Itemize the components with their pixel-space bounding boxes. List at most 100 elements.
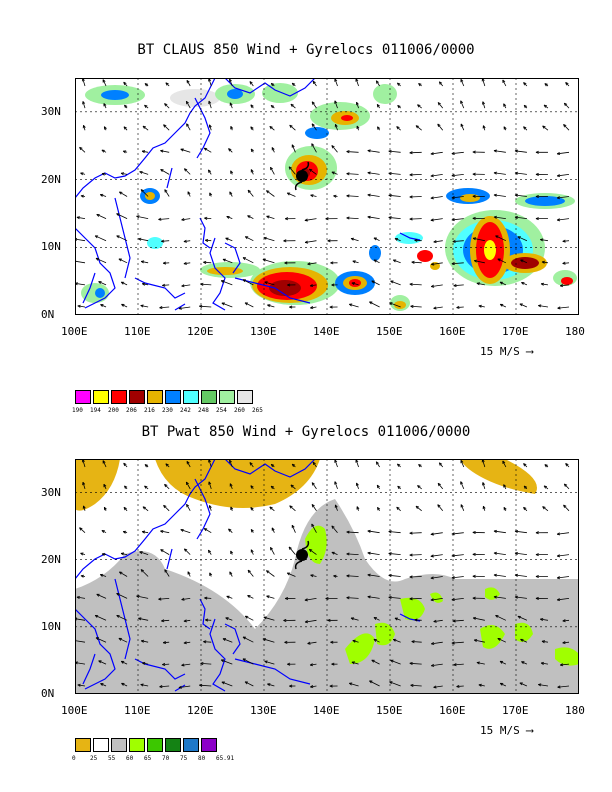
wind-vector-head — [120, 172, 125, 176]
wind-vector-head — [514, 595, 519, 599]
wind-vector-head — [346, 150, 350, 154]
coastline-segment — [234, 277, 311, 304]
wind-vector — [499, 281, 507, 286]
wind-vector — [160, 150, 170, 153]
wind-vector — [451, 151, 464, 155]
wind-vector-head — [159, 306, 163, 310]
wind-vector-head — [290, 103, 294, 108]
wind-vector-head — [144, 485, 148, 489]
coastline-segment — [209, 237, 226, 311]
wind-vector-head — [460, 459, 464, 464]
wind-vector-head — [141, 150, 146, 154]
claus-wind-map — [75, 78, 579, 315]
lon-label: 160E — [439, 325, 466, 338]
wind-vector — [375, 461, 380, 468]
wind-vector-head — [376, 484, 380, 489]
wind-vector — [288, 546, 296, 555]
wind-vector-head — [208, 124, 212, 128]
wind-vector-head — [266, 215, 270, 219]
wind-vector-head — [460, 100, 464, 104]
wind-vector — [203, 147, 212, 153]
wind-vector-head — [388, 530, 392, 534]
wind-vector-head — [396, 506, 400, 511]
wind-vector — [346, 195, 359, 197]
wind-vector-head — [80, 194, 84, 198]
wind-vector — [289, 124, 296, 131]
wind-vector-head — [180, 528, 184, 532]
wind-vector — [367, 194, 380, 197]
wind-vector-head — [291, 82, 296, 87]
wind-vector-head — [262, 258, 266, 262]
wind-vector-head — [250, 506, 254, 511]
wind-vector-head — [207, 169, 212, 173]
wind-vector — [451, 554, 464, 557]
wind-vector-head — [563, 504, 567, 508]
wind-vector-head — [538, 304, 542, 308]
wind-vector — [309, 548, 317, 555]
wind-vector-head — [250, 529, 254, 533]
wind-vector-head — [325, 217, 329, 221]
wind-vector-head — [270, 82, 275, 87]
wind-vector-head — [535, 172, 539, 176]
wind-vector-head — [451, 641, 455, 645]
wind-vector — [388, 194, 401, 197]
wind-vector — [410, 684, 422, 687]
wind-vector-head — [122, 150, 127, 154]
wind-vector-head — [159, 685, 163, 689]
wind-vector-head — [438, 462, 443, 466]
wind-vector-head — [451, 173, 455, 177]
wind-vector-head — [430, 152, 434, 156]
colorbar-label: 60 — [126, 755, 134, 762]
wind-vector — [519, 682, 528, 687]
wind-vector — [121, 682, 128, 687]
wind-vector — [451, 576, 464, 579]
wind-vector-head — [476, 282, 480, 286]
wind-vector — [520, 259, 528, 264]
wind-vector-head — [503, 506, 507, 511]
wind-vector-head — [388, 171, 392, 176]
wind-vector — [264, 281, 275, 286]
wind-vector-head — [352, 260, 356, 264]
wind-vector-head — [397, 485, 401, 490]
wind-vector-head — [451, 554, 455, 558]
wind-vector-head — [438, 81, 443, 85]
wind-vector — [497, 258, 507, 264]
wind-vector-head — [229, 102, 233, 106]
wind-vector-head — [98, 281, 102, 285]
wind-vector — [163, 124, 170, 131]
wind-vector — [430, 576, 443, 579]
wind-vector-head — [348, 682, 353, 686]
wind-vector — [367, 216, 380, 219]
lat-label: 0N — [41, 308, 55, 321]
wind-vector-head — [330, 261, 334, 265]
wind-vector-head — [209, 192, 213, 196]
wind-vector-head — [411, 640, 415, 644]
wind-vector — [562, 619, 570, 622]
wind-vector-head — [517, 615, 521, 619]
wind-vector — [437, 504, 444, 512]
wind-vector — [203, 641, 212, 643]
wind-vector-head — [123, 506, 127, 511]
wind-vector — [141, 640, 149, 643]
wind-vector-head — [430, 196, 434, 200]
wind-vector — [388, 531, 401, 534]
wind-vector — [388, 150, 401, 153]
wind-vector-head — [390, 280, 394, 284]
wind-vector-head — [242, 658, 246, 662]
wind-vector-head — [178, 306, 182, 310]
wind-vector — [430, 174, 443, 177]
coastline-segment — [114, 197, 131, 279]
wind-vector — [409, 218, 422, 220]
lon-label: 130E — [250, 704, 277, 717]
wind-vector-head — [367, 171, 371, 175]
wind-vector — [305, 240, 317, 243]
wind-vector — [451, 262, 464, 265]
wind-vector-head — [556, 554, 561, 558]
wind-vector — [102, 79, 107, 87]
wind-vector-head — [204, 596, 208, 600]
wind-vector-head — [367, 215, 371, 219]
wind-vector — [560, 284, 570, 287]
wind-vector — [183, 240, 191, 243]
wind-vector — [266, 215, 275, 219]
wind-vector — [520, 638, 528, 643]
